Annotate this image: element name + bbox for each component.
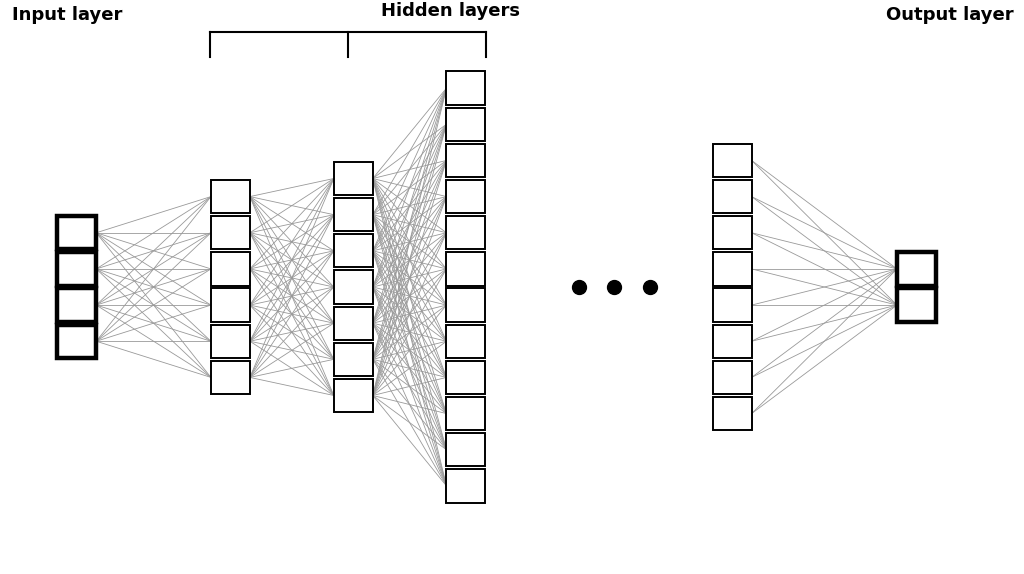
Bar bbox=[446, 470, 485, 502]
Bar bbox=[446, 144, 485, 177]
Bar bbox=[446, 108, 485, 141]
Text: Hidden layers: Hidden layers bbox=[381, 2, 520, 20]
Bar bbox=[211, 289, 250, 321]
Bar bbox=[57, 253, 96, 285]
Bar bbox=[446, 289, 485, 321]
Bar bbox=[713, 361, 752, 394]
Bar bbox=[211, 325, 250, 358]
Bar bbox=[334, 198, 373, 231]
Bar bbox=[713, 325, 752, 358]
Bar bbox=[57, 289, 96, 321]
Text: Output layer: Output layer bbox=[886, 6, 1014, 24]
Bar bbox=[334, 343, 373, 376]
Bar bbox=[713, 144, 752, 177]
Bar bbox=[446, 180, 485, 213]
Text: Input layer: Input layer bbox=[12, 6, 123, 24]
Bar bbox=[713, 253, 752, 285]
Bar bbox=[446, 325, 485, 358]
Bar bbox=[57, 216, 96, 249]
Bar bbox=[334, 379, 373, 412]
Bar bbox=[713, 180, 752, 213]
Bar bbox=[446, 433, 485, 466]
Bar bbox=[713, 289, 752, 321]
Bar bbox=[897, 253, 936, 285]
Point bbox=[642, 282, 658, 292]
Bar bbox=[713, 216, 752, 249]
Bar bbox=[211, 216, 250, 249]
Bar bbox=[57, 325, 96, 358]
Bar bbox=[334, 307, 373, 340]
Bar bbox=[334, 234, 373, 267]
Bar bbox=[334, 162, 373, 195]
Bar bbox=[211, 361, 250, 394]
Bar bbox=[334, 270, 373, 304]
Bar bbox=[211, 180, 250, 213]
Bar bbox=[446, 216, 485, 249]
Bar bbox=[446, 361, 485, 394]
Bar bbox=[446, 72, 485, 104]
Point bbox=[606, 282, 623, 292]
Bar bbox=[211, 253, 250, 285]
Bar bbox=[446, 253, 485, 285]
Bar bbox=[713, 397, 752, 430]
Bar bbox=[446, 397, 485, 430]
Point bbox=[570, 282, 587, 292]
Bar bbox=[897, 289, 936, 321]
